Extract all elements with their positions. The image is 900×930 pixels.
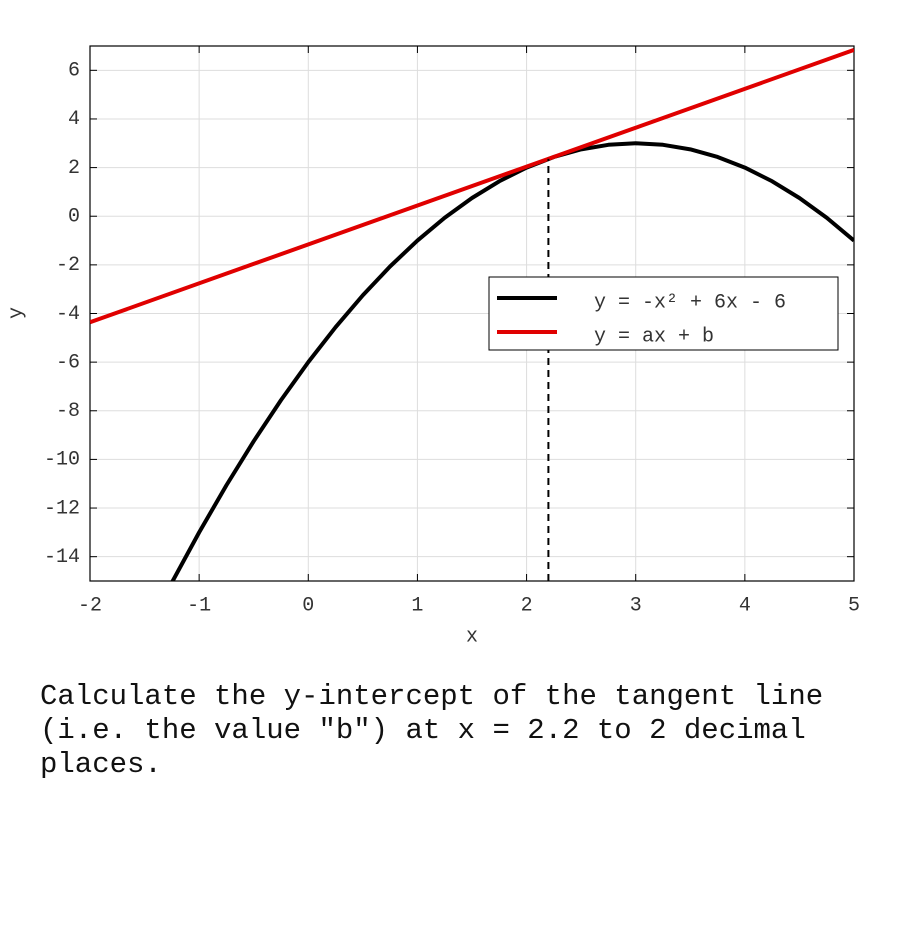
x-tick-label: 1 xyxy=(411,594,423,617)
x-tick-label: 4 xyxy=(739,594,751,617)
plot-frame xyxy=(89,45,855,582)
y-tick-label: 6 xyxy=(68,60,80,83)
y-tick-label: -14 xyxy=(44,546,80,569)
x-tick-label: -1 xyxy=(187,594,211,617)
x-tick-label: 5 xyxy=(848,594,860,617)
y-tick-label: 2 xyxy=(68,157,80,180)
x-tick-label: 0 xyxy=(302,594,314,617)
x-tick-label: 3 xyxy=(630,594,642,617)
y-tick-label: -12 xyxy=(44,497,80,520)
y-tick-label: -4 xyxy=(56,303,80,326)
series-line xyxy=(170,141,854,581)
question: Calculate the y-intercept of the tangent… xyxy=(40,680,824,781)
series-line xyxy=(90,48,854,325)
y-tick-label: 4 xyxy=(68,108,80,131)
legend-label: y = -x² + 6x - 6 xyxy=(594,291,786,314)
y-tick-label: -8 xyxy=(56,400,80,423)
x-tick-label: -2 xyxy=(78,594,102,617)
y-axis-label: y xyxy=(5,307,28,319)
y-tick-label: -10 xyxy=(44,449,80,472)
y-tick-label: -6 xyxy=(56,351,80,374)
x-axis-label: x xyxy=(466,625,478,648)
plot-area xyxy=(90,48,854,581)
x-tick-label: 2 xyxy=(521,594,533,617)
y-tick-label: 0 xyxy=(68,206,80,229)
legend-box xyxy=(488,276,839,351)
y-tick-label: -2 xyxy=(56,254,80,277)
legend-label: y = ax + b xyxy=(594,325,714,348)
